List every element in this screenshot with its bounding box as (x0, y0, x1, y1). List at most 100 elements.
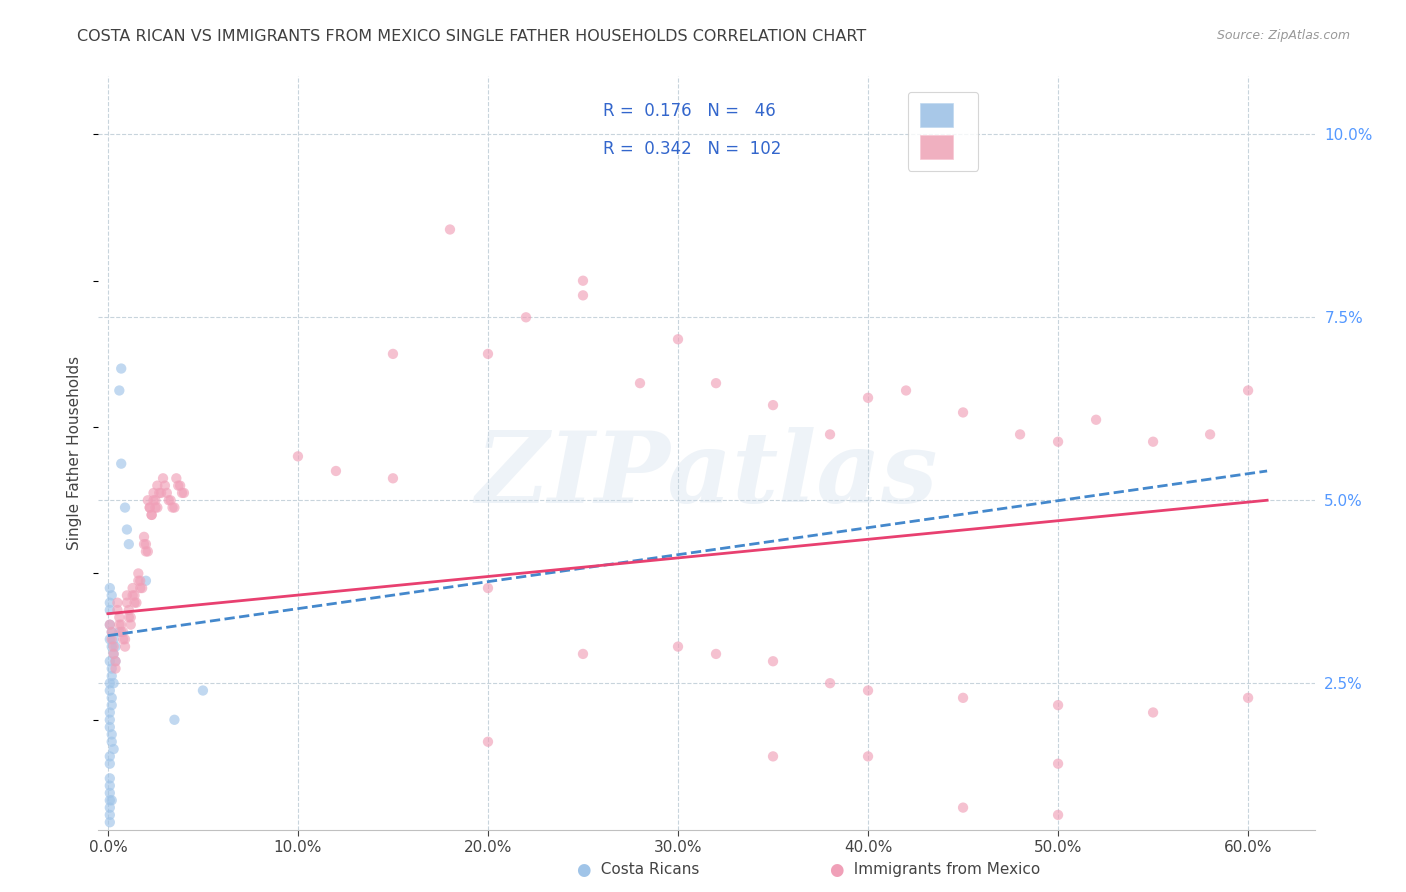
Point (115, 588, 138, 602)
Point (666, 640, 689, 654)
Point (1142, 706, 1164, 720)
Point (124, 596, 146, 610)
Point (1237, 384, 1260, 398)
Point (325, 464, 347, 478)
Point (98, 632, 121, 647)
Point (100, 669, 122, 683)
Point (114, 640, 136, 654)
Text: ZIPatlas: ZIPatlas (475, 427, 938, 524)
Point (141, 508, 163, 522)
Point (152, 471, 174, 485)
Point (762, 654, 785, 668)
Point (142, 493, 165, 508)
Point (110, 617, 132, 632)
Point (1085, 413, 1108, 427)
Point (818, 427, 841, 442)
Point (136, 544, 159, 558)
Point (145, 493, 167, 508)
Text: R =  0.176   N =   46: R = 0.176 N = 46 (603, 103, 776, 120)
Point (666, 332, 689, 346)
Point (98, 581, 121, 595)
Point (98, 800, 121, 814)
Point (165, 471, 187, 485)
Point (98, 772, 121, 786)
Point (169, 478, 191, 492)
Point (98, 596, 121, 610)
Point (103, 647, 125, 661)
Point (952, 690, 974, 705)
Point (100, 640, 122, 654)
Point (138, 500, 160, 515)
Text: Immigrants from Mexico: Immigrants from Mexico (844, 863, 1040, 877)
Point (439, 222, 461, 236)
Point (894, 384, 917, 398)
Point (162, 500, 184, 515)
Point (704, 376, 727, 391)
Point (118, 537, 141, 551)
Point (103, 647, 125, 661)
Point (104, 654, 127, 668)
Point (952, 800, 974, 814)
Point (104, 654, 127, 668)
Point (112, 632, 135, 647)
Point (98, 676, 121, 690)
Point (98, 713, 121, 727)
Point (118, 603, 141, 617)
Point (818, 676, 841, 690)
Point (477, 735, 499, 749)
Point (141, 508, 163, 522)
Point (98, 779, 121, 793)
Point (129, 581, 152, 595)
Point (100, 624, 122, 639)
Point (120, 610, 142, 624)
Point (98, 706, 121, 720)
Point (100, 690, 122, 705)
Point (704, 647, 727, 661)
Point (121, 588, 143, 602)
Point (1047, 434, 1070, 449)
Point (287, 450, 309, 464)
Point (110, 361, 132, 376)
Point (163, 713, 186, 727)
Point (100, 662, 122, 676)
Point (952, 405, 974, 419)
Text: Source: ZipAtlas.com: Source: ZipAtlas.com (1216, 29, 1350, 42)
Point (572, 274, 595, 288)
Point (98, 808, 121, 822)
Point (129, 574, 152, 588)
Point (104, 662, 127, 676)
Point (121, 581, 143, 595)
Point (98, 683, 121, 698)
Point (1047, 808, 1070, 822)
Point (98, 756, 121, 771)
Point (100, 624, 122, 639)
Point (98, 617, 121, 632)
Point (98, 749, 121, 764)
Point (1142, 434, 1164, 449)
Point (856, 749, 879, 764)
Point (145, 500, 167, 515)
Point (115, 596, 138, 610)
Point (114, 632, 136, 647)
Point (98, 786, 121, 800)
Point (572, 288, 595, 302)
Point (114, 500, 136, 515)
Point (762, 398, 785, 412)
Point (477, 347, 499, 361)
Point (163, 500, 186, 515)
Point (856, 683, 879, 698)
Point (146, 500, 169, 515)
Point (167, 478, 190, 492)
Point (103, 640, 125, 654)
Text: Costa Ricans: Costa Ricans (591, 863, 699, 877)
Point (107, 603, 129, 617)
Point (100, 588, 122, 602)
Point (1047, 698, 1070, 713)
Point (135, 537, 157, 551)
Point (1010, 427, 1032, 442)
Point (381, 471, 404, 485)
Point (98, 617, 121, 632)
Point (131, 581, 153, 595)
Point (477, 581, 499, 595)
Point (118, 610, 141, 624)
